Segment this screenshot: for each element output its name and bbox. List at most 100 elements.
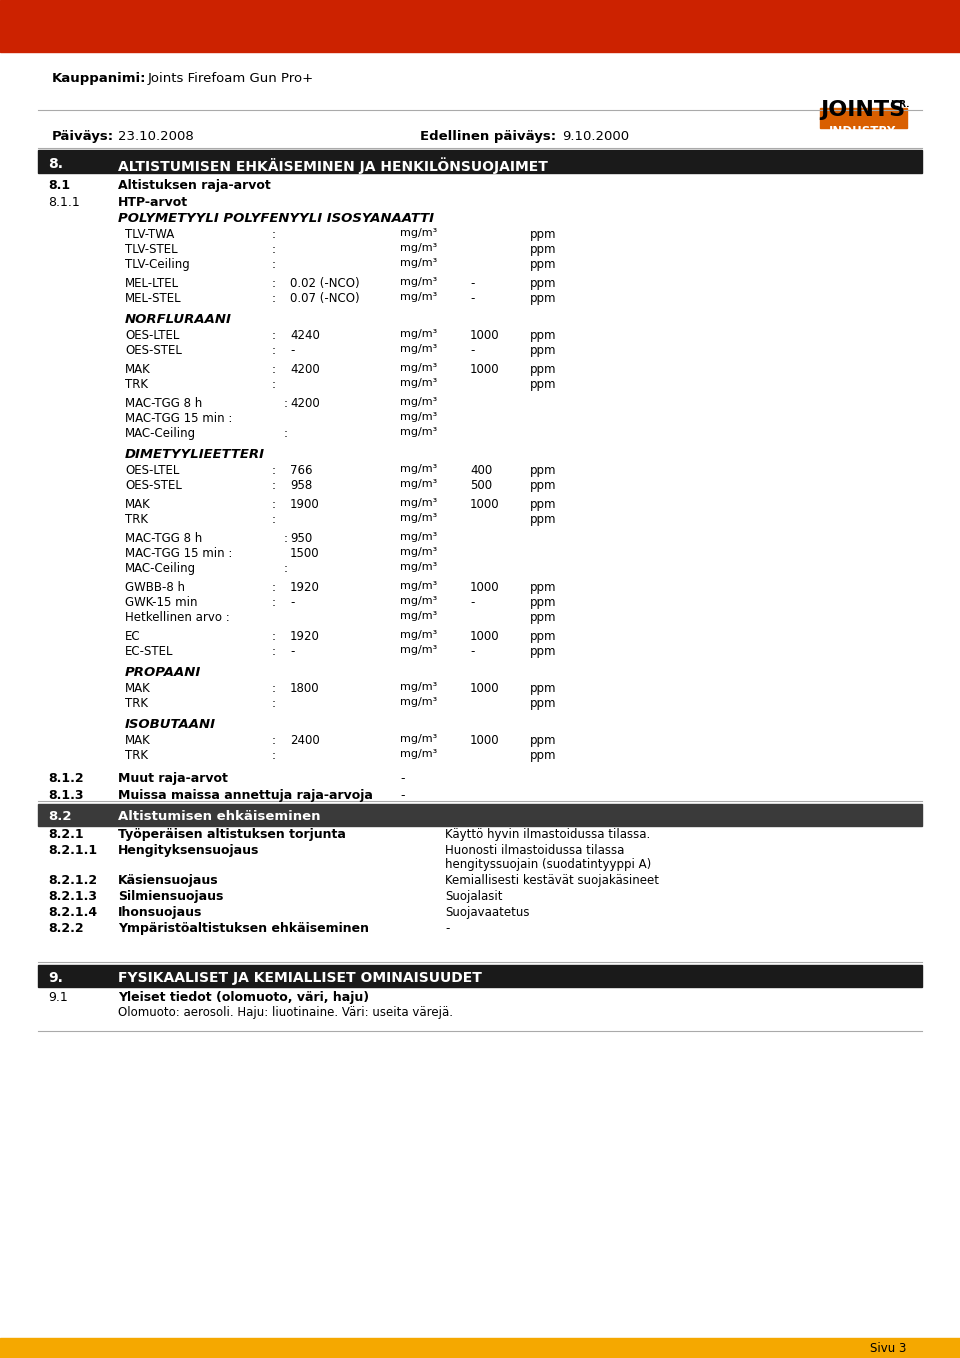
Text: :: : — [272, 498, 276, 511]
Text: ppm: ppm — [530, 344, 557, 357]
Text: 8.2.1.4: 8.2.1.4 — [48, 906, 97, 919]
Text: mg/m³: mg/m³ — [400, 363, 437, 373]
Text: 1920: 1920 — [290, 581, 320, 593]
Text: ppm: ppm — [530, 750, 557, 762]
Text: mg/m³: mg/m³ — [400, 596, 437, 606]
Text: Työperäisen altistuksen torjunta: Työperäisen altistuksen torjunta — [118, 828, 346, 841]
Text: ppm: ppm — [530, 682, 557, 695]
Text: ppm: ppm — [530, 697, 557, 710]
Text: 8.1.3: 8.1.3 — [48, 789, 84, 803]
Text: MAK: MAK — [125, 363, 151, 376]
Text: 8.: 8. — [48, 158, 63, 171]
Text: MAK: MAK — [125, 682, 151, 695]
Text: 1000: 1000 — [470, 630, 499, 642]
Bar — [0, 1338, 960, 1358]
Text: mg/m³: mg/m³ — [400, 498, 437, 508]
Text: :: : — [272, 645, 276, 659]
Text: mg/m³: mg/m³ — [400, 513, 437, 523]
Text: :: : — [284, 562, 288, 574]
Text: 1000: 1000 — [470, 735, 499, 747]
Text: :: : — [272, 697, 276, 710]
Text: :: : — [272, 581, 276, 593]
Text: EC-STEL: EC-STEL — [125, 645, 174, 659]
Text: Käsiensuojaus: Käsiensuojaus — [118, 875, 219, 887]
Text: mg/m³: mg/m³ — [400, 630, 437, 640]
Text: MEL-LTEL: MEL-LTEL — [125, 277, 180, 291]
Text: mg/m³: mg/m³ — [400, 243, 437, 253]
Text: OES-STEL: OES-STEL — [125, 344, 181, 357]
Text: MAC-Ceiling: MAC-Ceiling — [125, 426, 196, 440]
Text: 1000: 1000 — [470, 498, 499, 511]
Text: DIMETYYLIEETTERI: DIMETYYLIEETTERI — [125, 448, 265, 460]
Bar — [38, 966, 922, 987]
Text: 23.10.2008: 23.10.2008 — [118, 130, 194, 143]
Text: ppm: ppm — [530, 363, 557, 376]
Text: 1000: 1000 — [470, 581, 499, 593]
Text: ppm: ppm — [530, 464, 557, 477]
Text: 8.2.1.1: 8.2.1.1 — [48, 845, 97, 857]
Text: ppm: ppm — [530, 329, 557, 342]
Text: 766: 766 — [290, 464, 313, 477]
Text: 1920: 1920 — [290, 630, 320, 642]
Text: mg/m³: mg/m³ — [400, 532, 437, 542]
Text: 1800: 1800 — [290, 682, 320, 695]
Text: Käyttö hyvin ilmastoidussa tilassa.: Käyttö hyvin ilmastoidussa tilassa. — [445, 828, 650, 841]
Text: mg/m³: mg/m³ — [400, 735, 437, 744]
Text: TRK: TRK — [125, 513, 148, 526]
Text: Ympäristöaltistuksen ehkäiseminen: Ympäristöaltistuksen ehkäiseminen — [118, 922, 369, 936]
Text: Suojavaatetus: Suojavaatetus — [445, 906, 530, 919]
Text: mg/m³: mg/m³ — [400, 581, 437, 591]
Text: ppm: ppm — [530, 479, 557, 492]
Text: L.R.: L.R. — [890, 100, 909, 109]
Text: NORFLURAANI: NORFLURAANI — [125, 312, 232, 326]
Text: :: : — [272, 258, 276, 272]
Text: mg/m³: mg/m³ — [400, 682, 437, 693]
Text: mg/m³: mg/m³ — [400, 397, 437, 407]
Text: MAK: MAK — [125, 735, 151, 747]
Text: mg/m³: mg/m³ — [400, 378, 437, 388]
Text: TLV-Ceiling: TLV-Ceiling — [125, 258, 190, 272]
Text: GWBB-8 h: GWBB-8 h — [125, 581, 185, 593]
Text: 8.2: 8.2 — [48, 809, 71, 823]
Bar — [38, 149, 922, 172]
Text: mg/m³: mg/m³ — [400, 562, 437, 572]
Text: 958: 958 — [290, 479, 312, 492]
Text: ALTISTUMISEN EHKÄISEMINEN JA HENKILÖNSUOJAIMET: ALTISTUMISEN EHKÄISEMINEN JA HENKILÖNSUO… — [118, 158, 548, 174]
Text: mg/m³: mg/m³ — [400, 750, 437, 759]
Text: 1900: 1900 — [290, 498, 320, 511]
Text: mg/m³: mg/m³ — [400, 611, 437, 621]
Text: 950: 950 — [290, 532, 312, 545]
Text: mg/m³: mg/m³ — [400, 329, 437, 340]
Text: :: : — [272, 378, 276, 391]
Text: Kauppanimi:: Kauppanimi: — [52, 72, 147, 86]
Text: MAC-TGG 15 min :: MAC-TGG 15 min : — [125, 547, 232, 559]
Text: MEL-STEL: MEL-STEL — [125, 292, 181, 306]
Text: Yleiset tiedot (olomuoto, väri, haju): Yleiset tiedot (olomuoto, väri, haju) — [118, 991, 370, 1004]
Text: -: - — [445, 922, 449, 936]
Text: -: - — [470, 645, 474, 659]
Text: TRK: TRK — [125, 697, 148, 710]
Text: -: - — [470, 596, 474, 608]
Bar — [0, 0, 960, 52]
Text: TLV-STEL: TLV-STEL — [125, 243, 178, 257]
Text: ppm: ppm — [530, 258, 557, 272]
Text: Muut raja-arvot: Muut raja-arvot — [118, 771, 228, 785]
Text: Sivu 3: Sivu 3 — [870, 1342, 906, 1355]
Text: 8.2.2: 8.2.2 — [48, 922, 84, 936]
Text: JOINTS: JOINTS — [820, 100, 905, 120]
Text: 500: 500 — [470, 479, 492, 492]
Text: mg/m³: mg/m³ — [400, 277, 437, 287]
Text: :: : — [272, 735, 276, 747]
Text: 9.: 9. — [48, 971, 62, 985]
Text: mg/m³: mg/m³ — [400, 344, 437, 354]
Text: OES-STEL: OES-STEL — [125, 479, 181, 492]
Text: -: - — [470, 277, 474, 291]
Text: 1500: 1500 — [290, 547, 320, 559]
Text: ppm: ppm — [530, 596, 557, 608]
Text: OES-LTEL: OES-LTEL — [125, 329, 180, 342]
Text: mg/m³: mg/m³ — [400, 479, 437, 489]
Text: Kemiallisesti kestävät suojakäsineet: Kemiallisesti kestävät suojakäsineet — [445, 875, 659, 887]
Text: :: : — [272, 344, 276, 357]
Text: :: : — [272, 363, 276, 376]
Text: :: : — [272, 750, 276, 762]
